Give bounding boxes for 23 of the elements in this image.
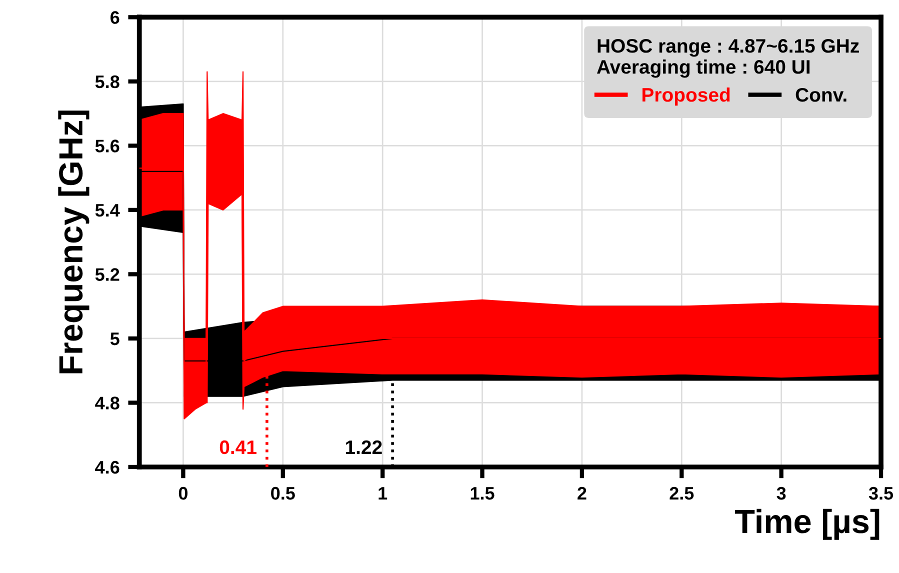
y-axis-title: Frequency [GHz] bbox=[58, 110, 90, 374]
x-tick-label: 3.5 bbox=[868, 486, 894, 500]
x-tick-label: 3 bbox=[776, 486, 786, 500]
annotation: 0.41 bbox=[220, 440, 256, 454]
legend-label: Conv. bbox=[796, 88, 846, 102]
x-tick-label: 0 bbox=[178, 486, 188, 500]
y-tick-label: 6 bbox=[110, 11, 120, 24]
x-tick-label: 0.5 bbox=[271, 486, 295, 500]
x-tick-label: 1 bbox=[378, 487, 388, 500]
y-tick-label: 5 bbox=[110, 332, 120, 346]
y-tick-label: 4.8 bbox=[95, 396, 120, 410]
x-tick-label: 2.5 bbox=[670, 486, 694, 500]
x-tick-label: 1.5 bbox=[470, 487, 494, 500]
y-tick-label: 4.6 bbox=[95, 460, 120, 474]
y-tick-label: 5.2 bbox=[95, 268, 120, 281]
y-tick-label: 5.4 bbox=[95, 204, 120, 217]
x-tick-label: 2 bbox=[578, 486, 586, 500]
y-tick-label: 5.6 bbox=[95, 140, 120, 152]
x-axis-title: Time [µs] bbox=[734, 508, 880, 540]
legend-label: Proposed bbox=[642, 87, 730, 106]
legend-title: HOSC range : 4.87~6.15 GHz Averaging time : 640 UI bbox=[596, 39, 859, 78]
y-tick-label: 5.8 bbox=[95, 75, 120, 88]
annotation: 1.22 bbox=[346, 440, 382, 454]
